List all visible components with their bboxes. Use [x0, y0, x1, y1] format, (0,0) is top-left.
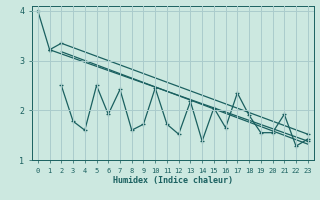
X-axis label: Humidex (Indice chaleur): Humidex (Indice chaleur) [113, 176, 233, 185]
